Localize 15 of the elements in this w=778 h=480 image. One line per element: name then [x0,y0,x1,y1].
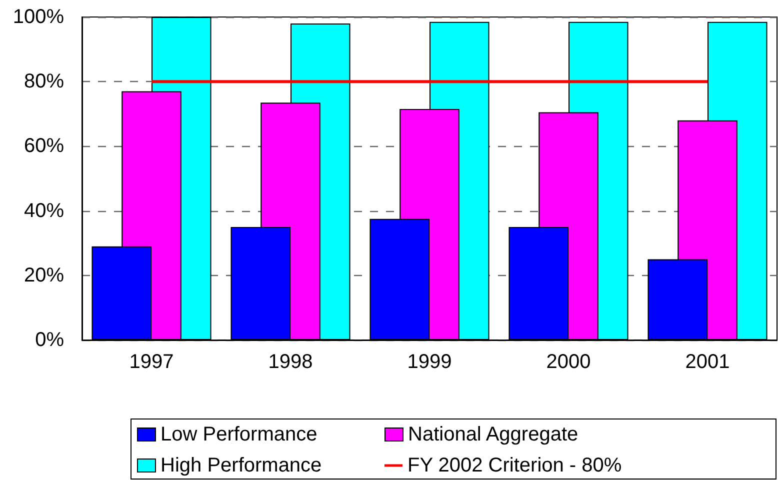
y-tick-label: 0% [35,329,64,351]
y-tick-label: 100% [12,6,64,28]
legend-label: FY 2002 Criterion - 80% [408,454,622,476]
x-tick-label: 2001 [685,351,730,373]
y-tick-label: 40% [24,200,64,222]
y-tick-label: 80% [24,70,64,93]
x-tick-label: 2000 [546,351,591,373]
x-tick-label: 1998 [268,351,313,373]
y-tick-label: 60% [24,135,64,158]
legend-label: High Performance [160,454,322,476]
legend-label: National Aggregate [408,424,578,446]
y-tick-label: 20% [24,264,64,286]
x-tick-label: 1999 [407,351,452,373]
legend-label: Low Performance [160,424,318,446]
x-tick-label: 1997 [129,351,174,373]
